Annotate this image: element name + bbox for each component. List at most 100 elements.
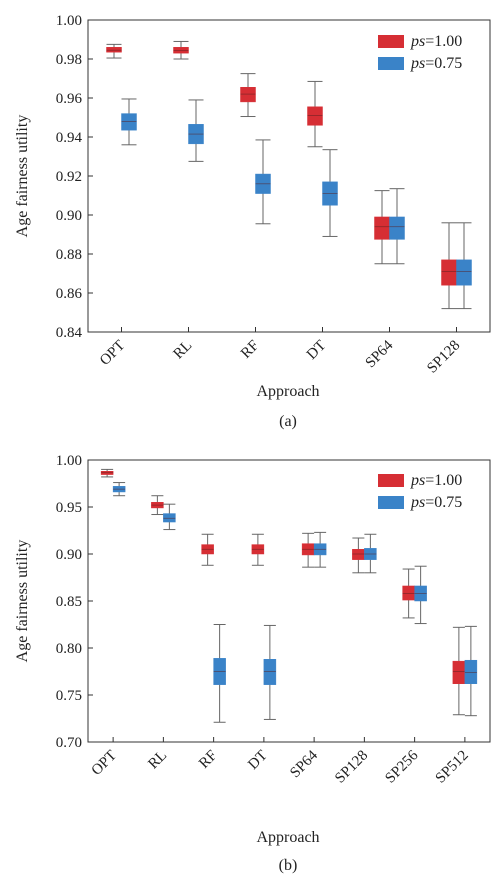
box-ps075-sp512 <box>464 625 478 717</box>
box-ps100-sp64 <box>374 190 390 265</box>
box-ps100-sp128 <box>441 222 457 310</box>
y-tick-label: 0.98 <box>56 52 82 68</box>
box-ps075-dt <box>263 624 277 720</box>
box-ps075-rf <box>213 624 226 723</box>
x-axis-label-b: Approach <box>256 829 319 846</box>
legend-swatch <box>378 35 404 48</box>
legend-label: ps=1.00 <box>410 472 462 489</box>
box-ps075-dt <box>322 149 338 237</box>
box-iqr <box>307 106 323 126</box>
boxes-a <box>106 40 472 310</box>
x-axis-b: OPT RL RF DT SP64 SP128 SP256 SP512 <box>89 737 472 787</box>
y-tick-label: 0.88 <box>56 247 82 263</box>
y-axis-label-b: Age fairness utility <box>14 540 31 663</box>
x-tick-label: SP64 <box>363 337 397 371</box>
box-ps100-dt <box>251 533 265 566</box>
x-tick-label: DT <box>304 338 329 363</box>
legend-value: =0.75 <box>425 55 462 72</box>
box-iqr <box>456 259 472 286</box>
box-iqr <box>464 659 478 684</box>
x-axis-a: OPT RL RF DT SP64 SP128 <box>97 327 463 377</box>
box-ps075-rf <box>255 139 271 225</box>
legend-item-ps075: ps=0.75 <box>378 55 462 72</box>
legend-swatch <box>378 57 404 70</box>
box-ps100-rl <box>173 40 189 60</box>
box-ps100-opt <box>100 468 114 478</box>
y-tick-label: 1.00 <box>56 453 82 469</box>
legend-swatch <box>378 496 404 509</box>
box-ps075-sp128 <box>456 222 472 310</box>
x-tick-label: SP512 <box>433 748 472 787</box>
legend-item-ps100: ps=1.00 <box>378 33 462 50</box>
box-iqr <box>352 549 365 560</box>
x-tick-label: RL <box>170 338 195 363</box>
legend-prefix: ps <box>410 494 425 511</box>
y-tick-label: 1.00 <box>56 13 82 29</box>
box-iqr <box>374 216 390 240</box>
box-iqr <box>263 659 277 685</box>
box-ps075-sp64 <box>389 188 405 265</box>
box-ps075-opt <box>112 482 126 497</box>
box-iqr <box>240 87 256 103</box>
y-tick-label: 0.95 <box>56 500 82 516</box>
legend-label: ps=0.75 <box>410 494 462 511</box>
box-ps075-sp128 <box>364 533 377 574</box>
y-tick-label: 0.84 <box>56 325 83 341</box>
x-tick-label: OPT <box>97 338 128 369</box>
x-tick-label: SP64 <box>287 747 321 781</box>
box-ps100-sp128 <box>352 537 365 574</box>
legend-value: =1.00 <box>425 472 462 489</box>
box-ps100-rl <box>151 495 164 516</box>
box-ps100-sp512 <box>452 626 466 716</box>
y-tick-label: 0.90 <box>56 547 82 563</box>
box-iqr <box>106 47 122 53</box>
legend-value: =0.75 <box>425 494 462 511</box>
y-tick-label: 0.92 <box>56 169 82 185</box>
legend-swatch <box>378 474 404 487</box>
box-iqr <box>163 513 176 523</box>
y-tick-label: 0.80 <box>56 641 82 657</box>
box-ps100-rf <box>240 73 256 118</box>
legend-prefix: ps <box>410 472 425 489</box>
legend-prefix: ps <box>410 55 425 72</box>
box-ps075-sp64 <box>313 531 327 568</box>
y-tick-label: 0.75 <box>56 688 82 704</box>
x-tick-label: RL <box>145 748 170 773</box>
x-axis-label-a: Approach <box>256 383 319 400</box>
y-axis-b: 0.70 0.75 0.80 0.85 0.90 0.95 1.00 <box>56 453 93 751</box>
box-ps075-opt <box>121 98 137 146</box>
legend-item-ps075: ps=0.75 <box>378 494 462 511</box>
x-tick-label: SP128 <box>424 338 463 377</box>
x-tick-label: RF <box>238 338 262 362</box>
box-ps100-rf <box>201 533 214 566</box>
box-ps100-dt <box>307 80 323 148</box>
y-tick-label: 0.90 <box>56 208 82 224</box>
legend-prefix: ps <box>410 33 425 50</box>
box-iqr <box>452 660 466 684</box>
x-tick-label: OPT <box>89 748 120 779</box>
box-iqr <box>402 585 415 601</box>
box-ps075-rl <box>163 503 176 531</box>
y-tick-label: 0.70 <box>56 735 82 751</box>
chart-panel-a: 0.84 0.86 0.88 0.90 0.92 0.94 0.96 0.98 1.00 OPT… <box>14 13 491 430</box>
y-tick-label: 0.86 <box>56 286 83 302</box>
boxes-b <box>100 468 478 723</box>
caption-a: (a) <box>279 413 297 430</box>
legend-label: ps=0.75 <box>410 55 462 72</box>
box-ps075-sp256 <box>414 565 427 625</box>
x-tick-label: DT <box>245 748 270 773</box>
legend-value: =1.00 <box>425 33 462 50</box>
box-ps100-opt <box>106 43 122 59</box>
y-tick-label: 0.85 <box>56 594 82 610</box>
legend-label: ps=1.00 <box>410 33 462 50</box>
box-ps075-rl <box>188 99 204 162</box>
box-iqr <box>121 113 137 131</box>
y-axis-a: 0.84 0.86 0.88 0.90 0.92 0.94 0.96 0.98 1.00 <box>56 13 93 341</box>
box-iqr <box>389 216 405 240</box>
box-ps100-sp64 <box>301 532 315 568</box>
caption-b: (b) <box>279 857 298 874</box>
x-tick-label: SP128 <box>332 748 371 787</box>
